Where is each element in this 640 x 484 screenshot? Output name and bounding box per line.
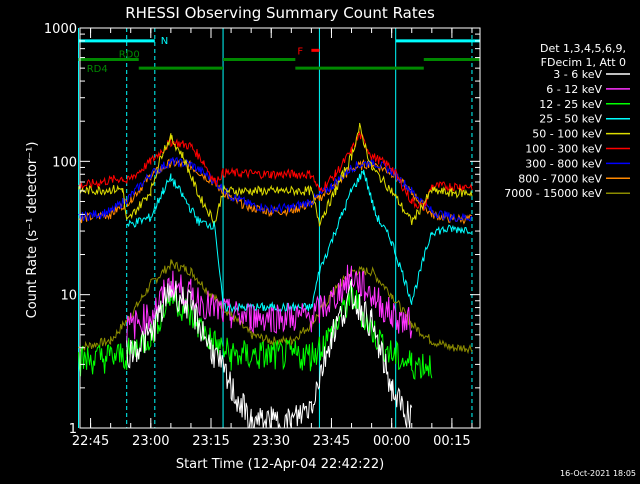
legend-entry-label: 12 - 25 keV <box>539 98 602 111</box>
state-label-n: N <box>161 36 168 47</box>
state-label-rd0: RD0 <box>119 50 140 61</box>
x-tick-label: 23:00 <box>132 434 169 449</box>
state-label-rd4: RD4 <box>87 64 108 75</box>
legend-entry-label: 50 - 100 keV <box>532 128 602 141</box>
legend-entry-label: 800 - 7000 keV <box>518 172 602 185</box>
x-axis-label: Start Time (12-Apr-04 22:42:22) <box>176 457 384 472</box>
series-line-100-300 <box>78 131 473 211</box>
y-tick-label: 100 <box>52 155 77 170</box>
y-tick-label: 1000 <box>44 22 77 37</box>
x-tick-label: 00:00 <box>373 434 410 449</box>
x-axis-ticks: 22:45 23:00 23:15 23:30 23:45 00:00 00:15 <box>72 28 473 449</box>
series-line-7000-15000 <box>78 259 473 355</box>
legend-entry-label: 3 - 6 keV <box>553 68 602 81</box>
x-tick-label: 22:45 <box>72 434 109 449</box>
y-tick-label: 1 <box>69 422 77 437</box>
legend-entry-label: 25 - 50 keV <box>539 113 602 126</box>
y-axis-label: Count Rate (s⁻¹ detector⁻¹) <box>25 142 40 319</box>
legend-entry-label: 100 - 300 keV <box>525 143 602 156</box>
x-tick-label: 23:30 <box>253 434 290 449</box>
state-bars: N RD0 RD4 F <box>78 36 480 75</box>
legend-header: Det 1,3,4,5,6,9, <box>540 42 626 55</box>
y-axis-ticks: 1 10 100 1000 <box>44 22 480 437</box>
legend-entry-label: 300 - 800 keV <box>525 157 602 170</box>
series-line-50-100 <box>78 122 473 227</box>
series-line-25-50 <box>126 169 473 314</box>
series-line-800-7000 <box>78 157 473 225</box>
x-tick-label: 23:45 <box>313 434 350 449</box>
state-label-f: F <box>297 46 303 57</box>
legend-header: FDecim 1, Att 0 <box>541 56 626 69</box>
chart-title: RHESSI Observing Summary Count Rates <box>125 4 435 22</box>
y-tick-label: 10 <box>60 289 77 304</box>
timestamp: 16-Oct-2021 18:05 <box>560 469 636 478</box>
x-tick-label: 23:15 <box>192 434 229 449</box>
legend-entry-label: 6 - 12 keV <box>546 83 602 96</box>
series-line-300-800 <box>78 156 473 223</box>
legend-entry-label: 7000 - 15000 keV <box>504 187 602 200</box>
x-tick-label: 00:15 <box>433 434 470 449</box>
legend: Det 1,3,4,5,6,9,FDecim 1, Att 03 - 6 keV… <box>504 42 630 200</box>
plot-frame <box>79 27 481 429</box>
series-layer <box>78 122 473 429</box>
